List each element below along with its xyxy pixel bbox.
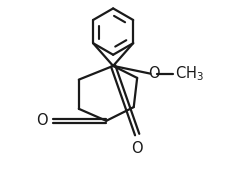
Text: O: O [36, 113, 48, 128]
Text: O: O [131, 141, 143, 156]
Text: O: O [148, 66, 159, 81]
Text: CH$_3$: CH$_3$ [175, 64, 204, 83]
